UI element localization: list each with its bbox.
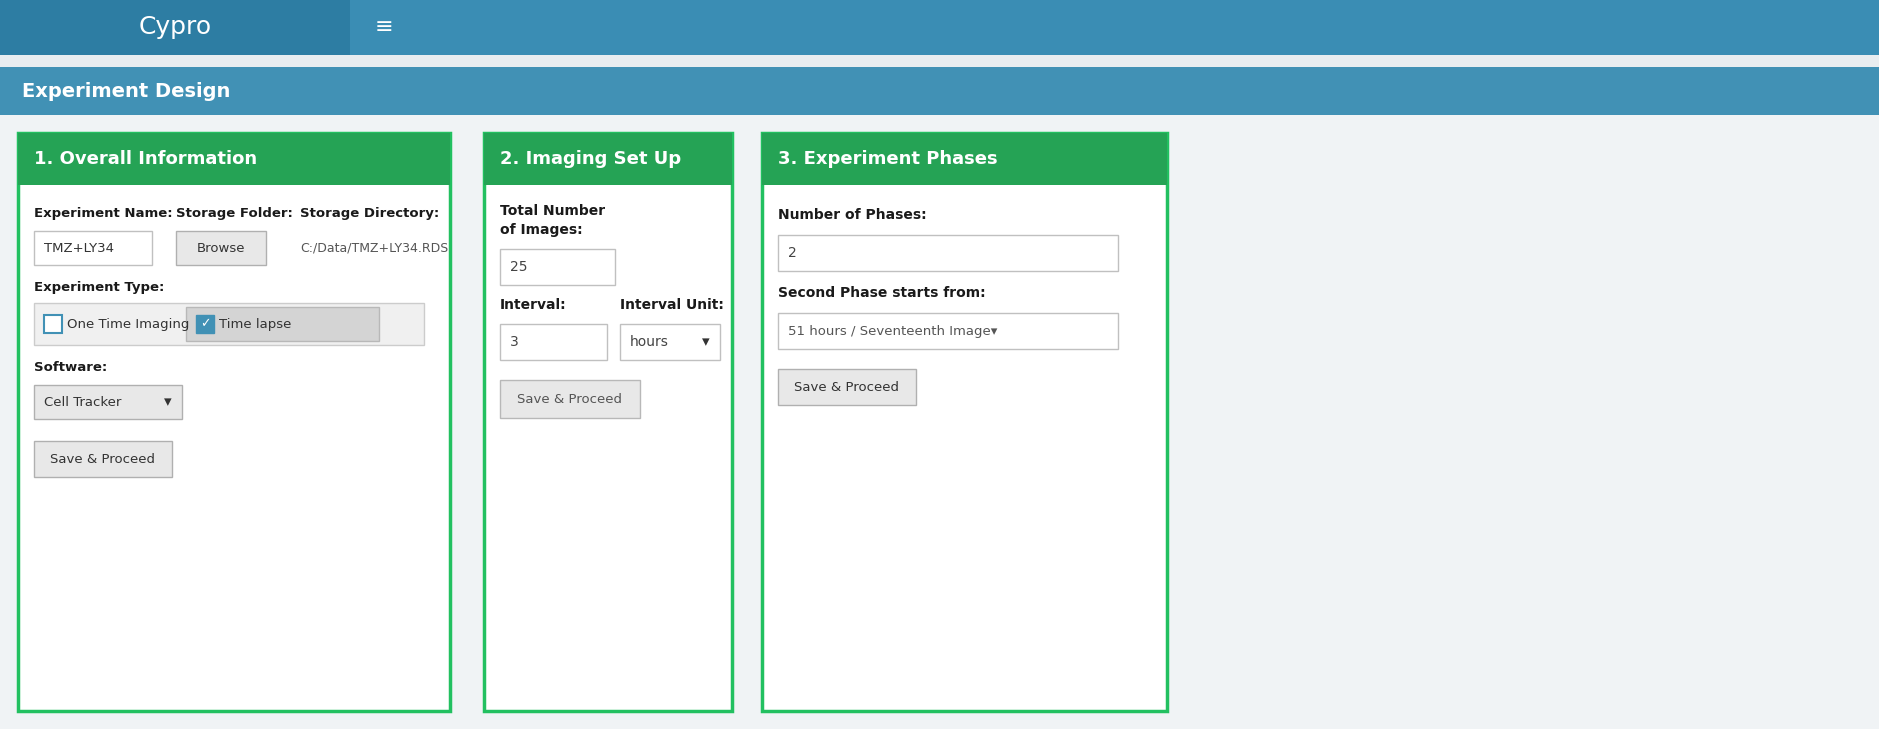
Text: 3: 3: [509, 335, 519, 349]
Bar: [0, 67, 1879, 115]
Text: Time lapse: Time lapse: [220, 318, 291, 330]
Bar: [34, 303, 425, 345]
Bar: [34, 231, 152, 265]
Text: Total Number: Total Number: [500, 204, 605, 218]
Bar: [0, 55, 1879, 67]
Bar: [778, 369, 915, 405]
Bar: [778, 313, 1118, 349]
Text: of Images:: of Images:: [500, 223, 582, 237]
Bar: [500, 380, 641, 418]
Bar: [19, 133, 449, 711]
Text: Save & Proceed: Save & Proceed: [517, 392, 622, 405]
Text: Cell Tracker: Cell Tracker: [43, 396, 122, 408]
Text: 25: 25: [509, 260, 528, 274]
Bar: [500, 249, 614, 285]
Bar: [19, 133, 449, 185]
Bar: [485, 133, 733, 711]
Text: TMZ+LY34: TMZ+LY34: [43, 241, 115, 254]
Text: 2: 2: [787, 246, 797, 260]
Text: 1. Overall Information: 1. Overall Information: [34, 150, 257, 168]
Text: Cypro: Cypro: [139, 15, 212, 39]
Text: ✓: ✓: [199, 318, 210, 330]
Text: Interval:: Interval:: [500, 298, 567, 312]
Bar: [763, 133, 1167, 711]
Text: Interval Unit:: Interval Unit:: [620, 298, 723, 312]
Text: Second Phase starts from:: Second Phase starts from:: [778, 286, 986, 300]
Text: One Time Imaging: One Time Imaging: [68, 318, 190, 330]
Bar: [485, 133, 733, 185]
Bar: [778, 235, 1118, 271]
Text: ▾: ▾: [163, 394, 171, 410]
Bar: [763, 133, 1167, 185]
Bar: [34, 385, 182, 419]
Text: ≡: ≡: [376, 17, 393, 37]
Text: 51 hours / Seventeenth Image▾: 51 hours / Seventeenth Image▾: [787, 324, 998, 338]
Text: Save & Proceed: Save & Proceed: [795, 381, 900, 394]
Text: ▾: ▾: [703, 335, 710, 349]
Bar: [43, 315, 62, 333]
Bar: [177, 231, 267, 265]
Bar: [620, 324, 720, 360]
Text: C:/Data/TMZ+LY34.RDS: C:/Data/TMZ+LY34.RDS: [301, 241, 449, 254]
Text: Browse: Browse: [197, 241, 246, 254]
Bar: [349, 0, 1879, 55]
Text: Save & Proceed: Save & Proceed: [51, 453, 156, 466]
Text: 3. Experiment Phases: 3. Experiment Phases: [778, 150, 998, 168]
Text: Experiment Design: Experiment Design: [23, 82, 231, 101]
Text: Experiment Name:: Experiment Name:: [34, 206, 173, 219]
Bar: [34, 441, 173, 477]
Text: hours: hours: [629, 335, 669, 349]
Text: Software:: Software:: [34, 361, 107, 373]
Text: Storage Directory:: Storage Directory:: [301, 206, 440, 219]
Text: Number of Phases:: Number of Phases:: [778, 208, 926, 222]
Text: Experiment Type:: Experiment Type:: [34, 281, 163, 294]
Bar: [195, 315, 214, 333]
Text: Storage Folder:: Storage Folder:: [177, 206, 293, 219]
Text: 2. Imaging Set Up: 2. Imaging Set Up: [500, 150, 680, 168]
Bar: [0, 115, 1879, 729]
Bar: [500, 324, 607, 360]
Bar: [0, 0, 349, 55]
Bar: [186, 307, 380, 341]
